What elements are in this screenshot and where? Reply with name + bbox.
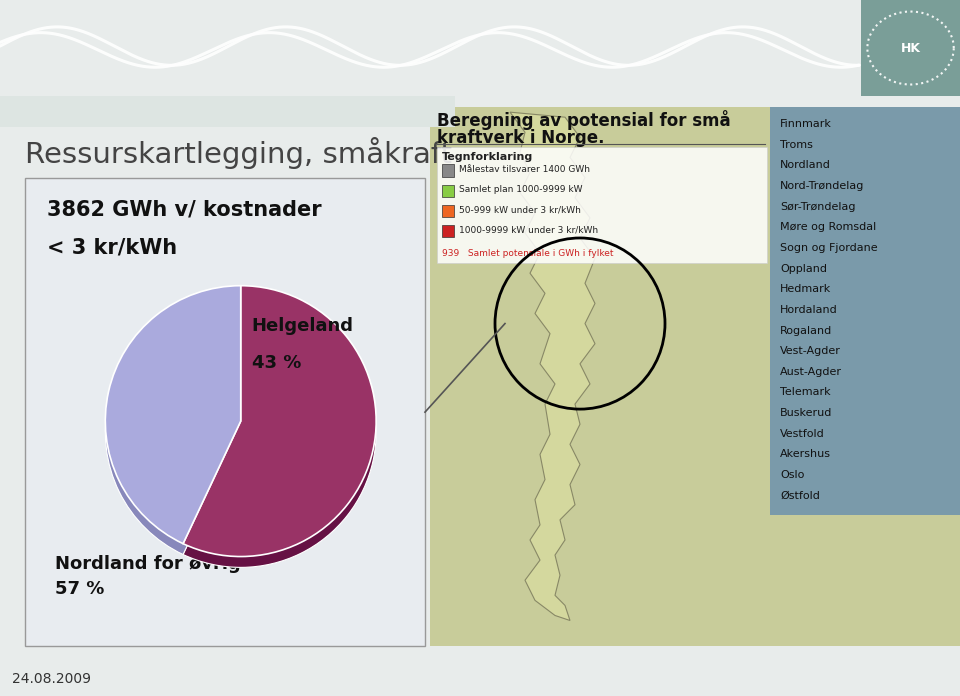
Text: 43 %: 43 % bbox=[252, 354, 301, 372]
Wedge shape bbox=[183, 296, 376, 567]
Text: Tegnforklaring: Tegnforklaring bbox=[442, 152, 533, 162]
Text: Vest-Agder: Vest-Agder bbox=[780, 346, 841, 356]
Bar bbox=[0, 96, 455, 127]
Bar bbox=[437, 148, 767, 263]
Text: Buskerud: Buskerud bbox=[780, 408, 832, 418]
Text: Akershus: Akershus bbox=[780, 450, 831, 459]
Text: Telemark: Telemark bbox=[780, 388, 830, 397]
Bar bbox=[861, 0, 960, 96]
Bar bbox=[430, 107, 960, 646]
Text: HK: HK bbox=[900, 42, 921, 54]
Text: Nordland for øvrig: Nordland for øvrig bbox=[55, 555, 241, 574]
Polygon shape bbox=[510, 112, 595, 621]
Text: < 3 kr/kWh: < 3 kr/kWh bbox=[47, 238, 178, 258]
Text: Rogaland: Rogaland bbox=[780, 326, 832, 335]
Text: Ressurskartlegging, småkraft: Ressurskartlegging, småkraft bbox=[25, 137, 452, 169]
Wedge shape bbox=[106, 285, 241, 544]
Text: 57 %: 57 % bbox=[55, 580, 105, 599]
Bar bbox=[442, 184, 454, 197]
Text: 939   Samlet potensiale i GWh i fylket: 939 Samlet potensiale i GWh i fylket bbox=[442, 249, 613, 258]
Text: Østfold: Østfold bbox=[780, 491, 820, 500]
Text: 50-999 kW under 3 kr/kWh: 50-999 kW under 3 kr/kWh bbox=[459, 205, 581, 214]
Text: Sogn og Fjordane: Sogn og Fjordane bbox=[780, 243, 877, 253]
Bar bbox=[442, 225, 454, 237]
Text: 24.08.2009: 24.08.2009 bbox=[12, 672, 91, 686]
Text: Samlet plan 1000-9999 kW: Samlet plan 1000-9999 kW bbox=[459, 185, 583, 194]
Text: 1000-9999 kW under 3 kr/kWh: 1000-9999 kW under 3 kr/kWh bbox=[459, 226, 598, 235]
Text: Hedmark: Hedmark bbox=[780, 284, 831, 294]
Text: Møre og Romsdal: Møre og Romsdal bbox=[780, 223, 876, 232]
Text: Nord-Trøndelag: Nord-Trøndelag bbox=[780, 181, 864, 191]
Bar bbox=[442, 164, 454, 177]
FancyBboxPatch shape bbox=[25, 177, 425, 646]
Text: Oppland: Oppland bbox=[780, 264, 827, 274]
Text: Oslo: Oslo bbox=[780, 470, 804, 480]
Text: Aust-Agder: Aust-Agder bbox=[780, 367, 842, 377]
Text: Troms: Troms bbox=[780, 140, 813, 150]
Text: Helgeland: Helgeland bbox=[252, 317, 353, 335]
Text: Vestfold: Vestfold bbox=[780, 429, 825, 438]
Text: Beregning av potensial for små: Beregning av potensial for små bbox=[437, 110, 731, 130]
Text: kraftverk i Norge.: kraftverk i Norge. bbox=[437, 129, 605, 148]
Text: Hordaland: Hordaland bbox=[780, 305, 838, 315]
Wedge shape bbox=[183, 285, 376, 557]
Text: Sør-Trøndelag: Sør-Trøndelag bbox=[780, 202, 855, 212]
Text: Nordland: Nordland bbox=[780, 161, 830, 171]
Bar bbox=[442, 205, 454, 217]
Wedge shape bbox=[106, 296, 241, 555]
Text: Finnmark: Finnmark bbox=[780, 119, 832, 129]
Text: Målestav tilsvarer 1400 GWh: Målestav tilsvarer 1400 GWh bbox=[459, 165, 590, 174]
Bar bbox=[770, 107, 960, 515]
Text: 3862 GWh v/ kostnader: 3862 GWh v/ kostnader bbox=[47, 200, 322, 220]
